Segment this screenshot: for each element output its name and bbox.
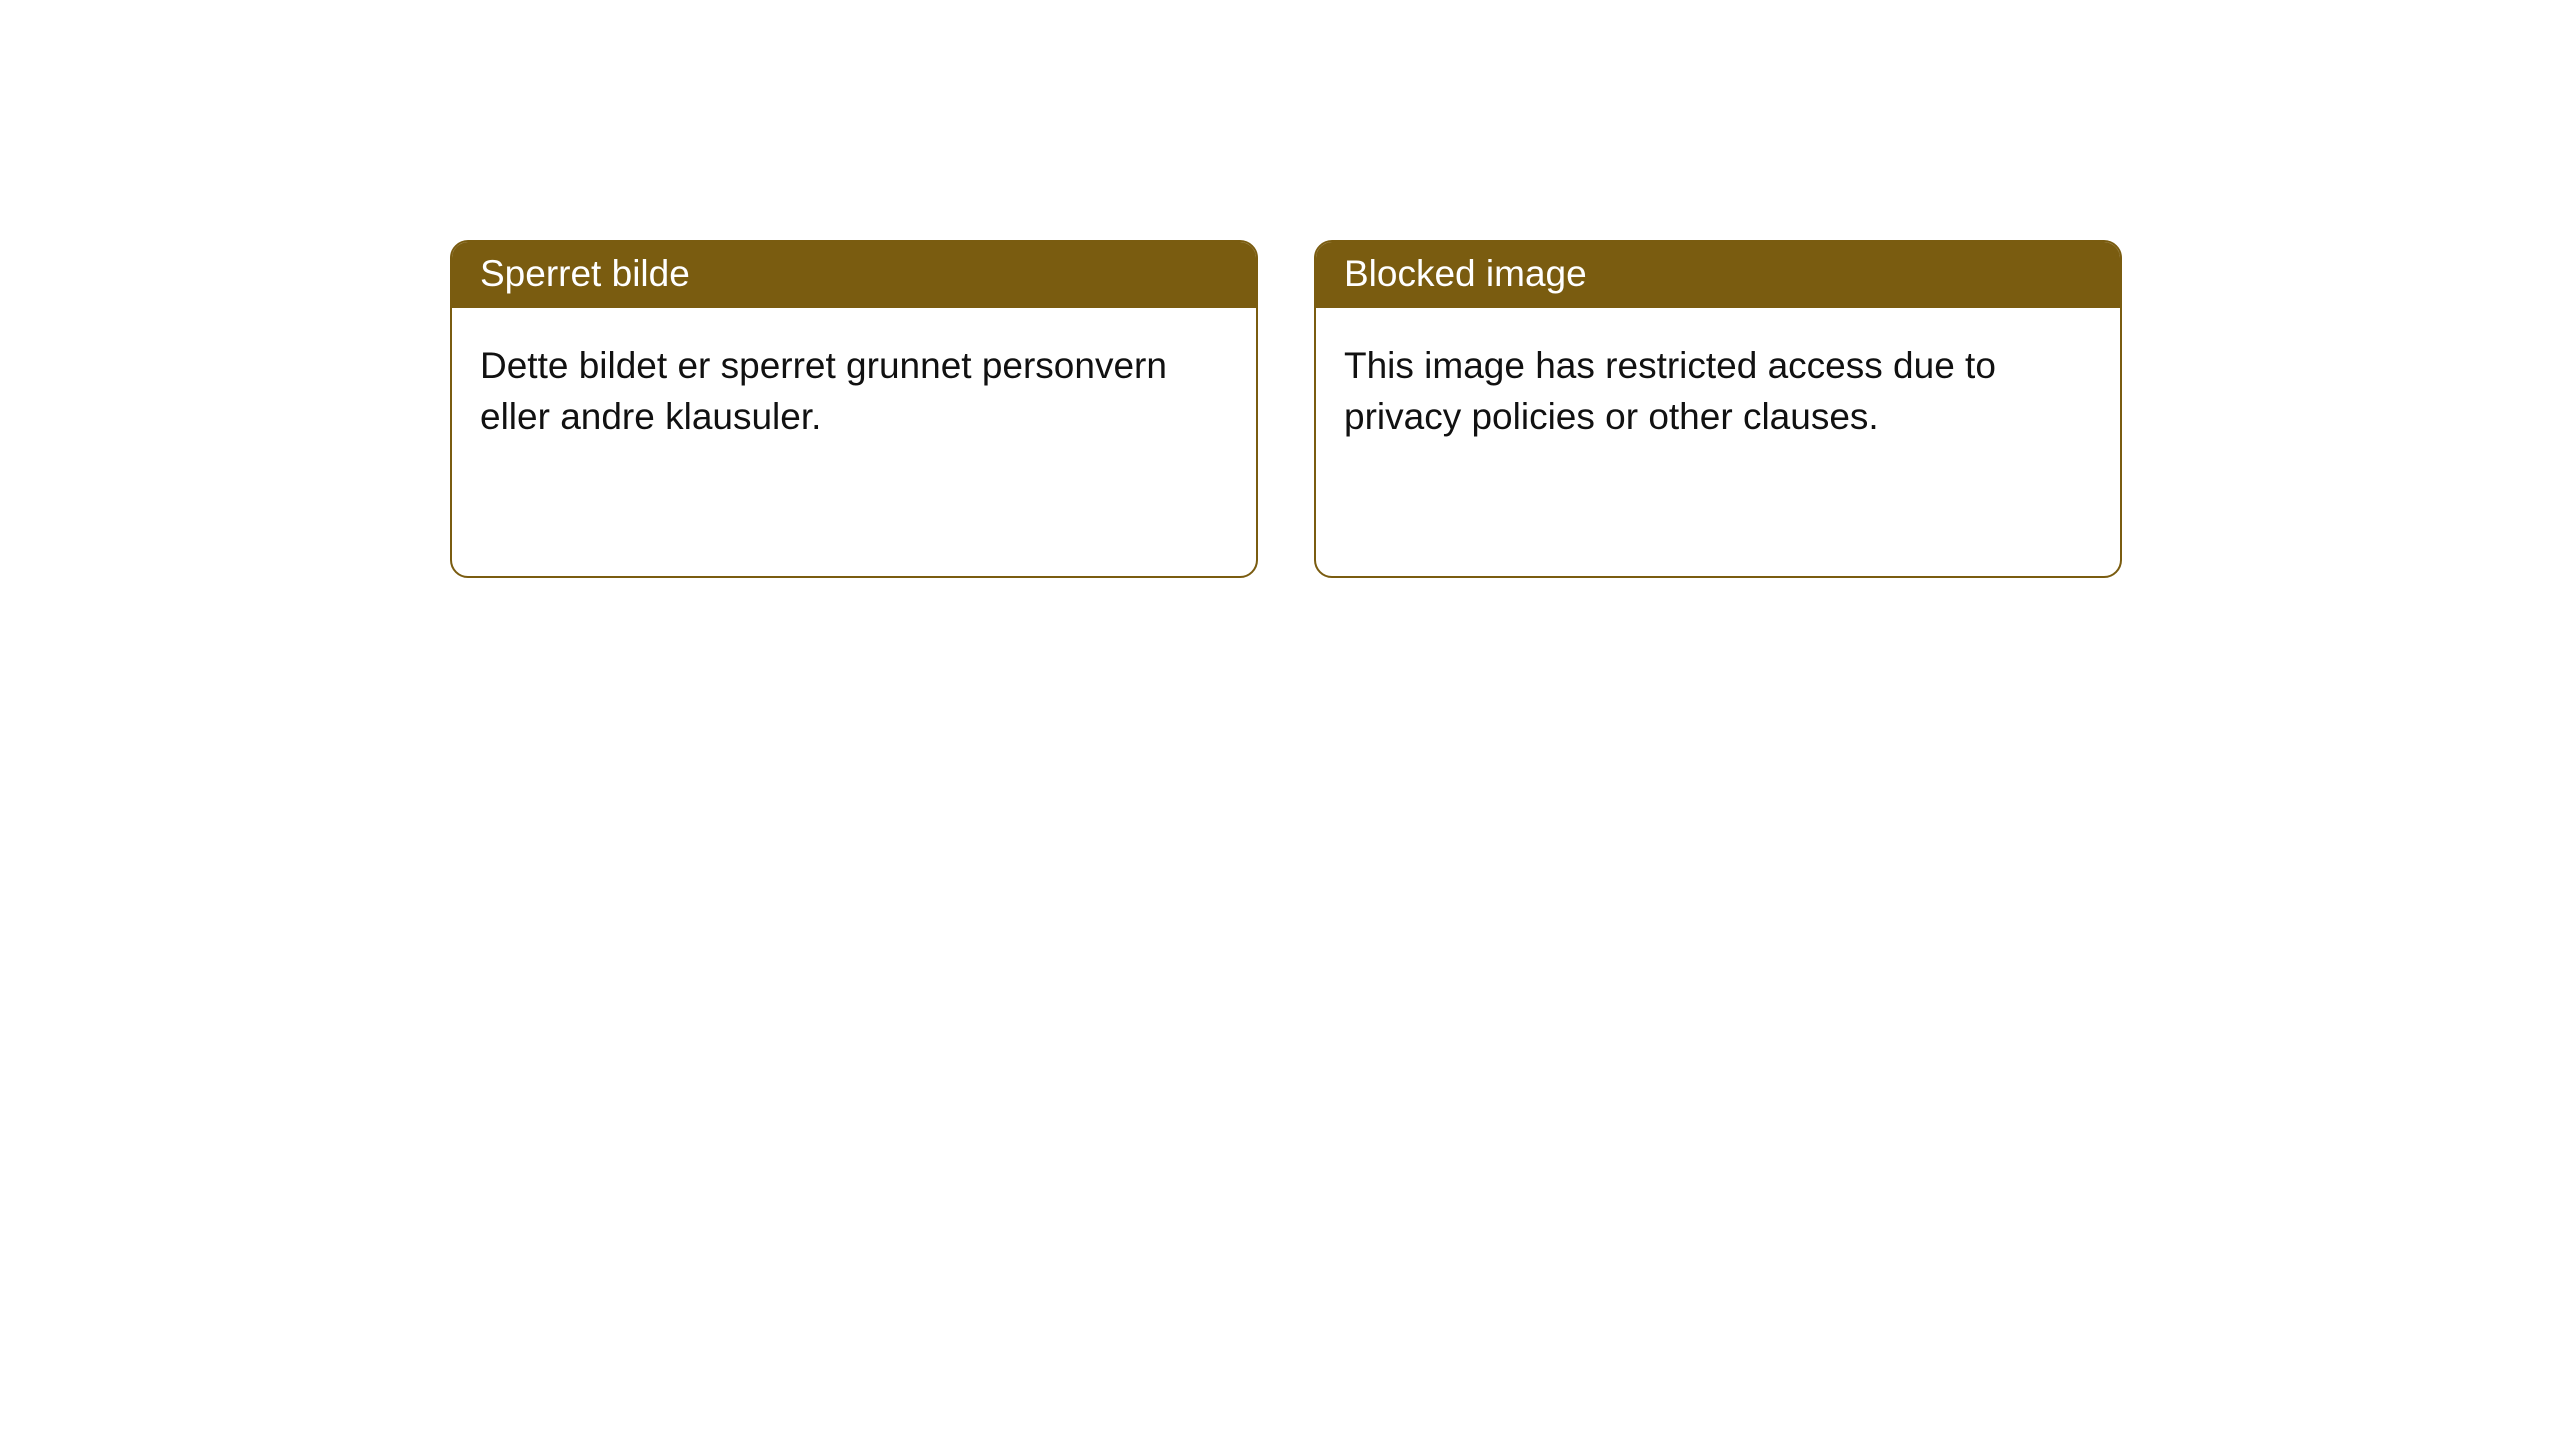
card-body-text: Dette bildet er sperret grunnet personve… — [452, 308, 1256, 470]
card-body-text: This image has restricted access due to … — [1316, 308, 2120, 470]
notice-card-norwegian: Sperret bilde Dette bildet er sperret gr… — [450, 240, 1258, 578]
card-header-title: Blocked image — [1316, 242, 2120, 308]
notice-cards-container: Sperret bilde Dette bildet er sperret gr… — [450, 240, 2122, 578]
notice-card-english: Blocked image This image has restricted … — [1314, 240, 2122, 578]
card-header-title: Sperret bilde — [452, 242, 1256, 308]
